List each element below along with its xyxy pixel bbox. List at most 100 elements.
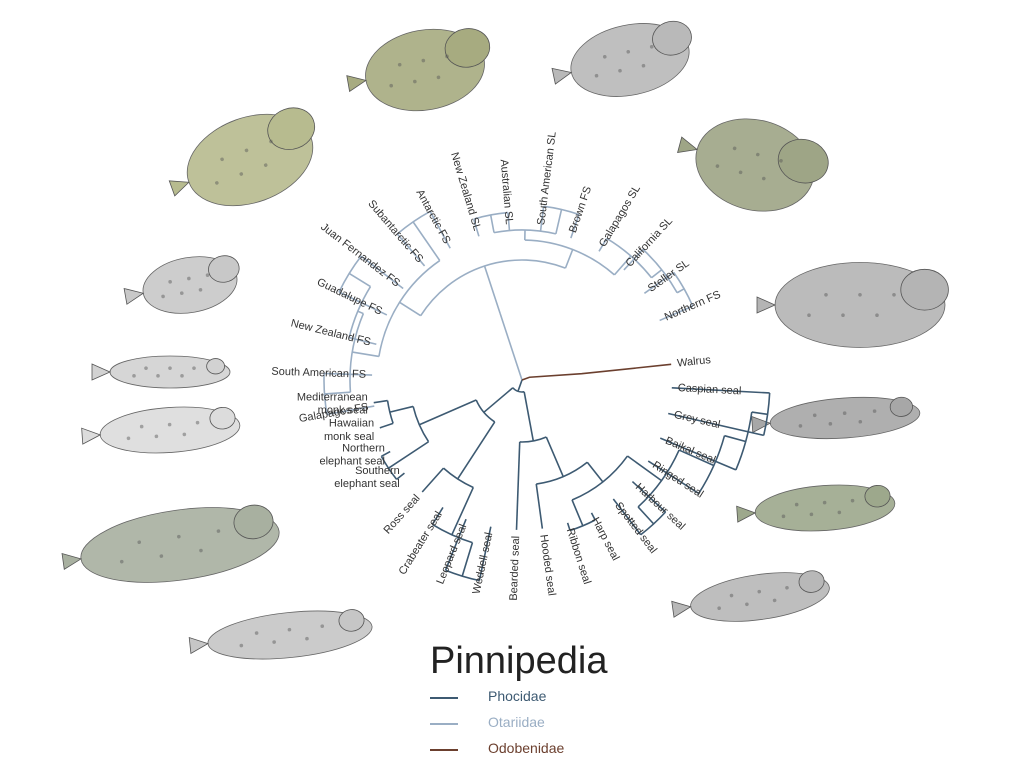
tree-arc	[569, 519, 596, 532]
tree-arc	[348, 286, 372, 338]
tree-arc	[442, 467, 474, 489]
grey-seal-illustration	[751, 396, 921, 440]
seal-illustrations	[61, 20, 949, 660]
tip-label: Australian SL	[498, 159, 515, 225]
tip-label: Southern elephant seal	[334, 465, 399, 490]
tip-label: Walrus	[677, 354, 712, 370]
tree-branch	[555, 209, 563, 235]
tip-label: Harp seal	[589, 515, 621, 562]
tree-branch	[478, 526, 492, 581]
walrus-pair-illustration	[756, 262, 949, 348]
tree-branch	[373, 399, 388, 404]
tree-branch	[421, 467, 445, 493]
tree-arc	[512, 387, 525, 393]
tip-label: Northern FS	[663, 289, 723, 324]
tree-branch	[612, 498, 642, 536]
tree-arc	[419, 259, 566, 317]
tip-label: Hooded seal	[537, 534, 557, 597]
monk-seal-pair-illustration	[81, 406, 241, 454]
fur-seal-pair-illustration	[346, 28, 491, 112]
tree-arc	[519, 436, 547, 443]
tip-label: Caspian seal	[677, 382, 741, 397]
tree-branch	[668, 412, 764, 437]
tree-branch	[357, 310, 364, 315]
tree-arc	[698, 435, 726, 494]
tip-label: Baikal seal	[664, 435, 718, 467]
tip-label: Brown FS	[567, 185, 594, 235]
tree-branch	[751, 411, 768, 416]
tree-branch	[676, 288, 685, 294]
tree-arc	[493, 229, 557, 235]
tree-branch	[381, 450, 391, 458]
tip-label: Ringed seal	[650, 459, 705, 500]
figure-title: Pinnipedia	[430, 640, 608, 682]
tip-label: Galapagos SL	[597, 183, 643, 249]
tree-branch	[379, 422, 394, 429]
tree-arc	[378, 259, 441, 357]
tree-arc	[536, 461, 588, 485]
legend-item-odobenidae: Odobenidae	[430, 740, 630, 760]
tree-branch	[444, 518, 467, 571]
harbour-seal-illustration	[671, 570, 830, 622]
legend-item-phocidae: Phocidae	[430, 688, 630, 708]
tree-branch	[545, 436, 564, 477]
tree-branch	[419, 399, 477, 426]
tree-arc	[412, 406, 430, 443]
tip-label: Mediterranean monk seal	[297, 391, 368, 416]
tip-label: Grey seal	[673, 409, 722, 431]
tree-branch	[517, 379, 523, 392]
tree-branch	[570, 214, 580, 239]
legend-item-otariidae: Otariidae	[430, 714, 630, 734]
tree-branch	[623, 248, 644, 271]
tree-branch	[598, 238, 608, 252]
tree-branch	[564, 249, 574, 269]
tip-label: Guadalupe FS	[315, 276, 384, 318]
tip-label: South American FS	[271, 366, 366, 381]
tip-label: Subantarctic FS	[365, 198, 425, 265]
tree-branch	[451, 487, 475, 536]
tree-branch	[352, 351, 380, 358]
tree-arc	[606, 237, 653, 279]
tip-label: Northern elephant seal	[319, 442, 384, 467]
tree-branch	[489, 214, 495, 233]
tree-branch	[348, 336, 377, 345]
tip-label: South American SL	[535, 131, 559, 226]
tree-branch	[461, 542, 474, 577]
tree-branch	[535, 483, 544, 529]
tip-label: Spotted seal	[612, 500, 659, 556]
tree-branch	[643, 271, 675, 294]
tree-branch	[647, 460, 700, 495]
striped-seal-illustration	[123, 255, 240, 314]
tree-branch	[360, 255, 404, 290]
ringed-seal-illustration	[736, 484, 896, 532]
tree-branch	[637, 506, 655, 525]
tip-label: Weddell seal	[471, 531, 496, 595]
tree-branch	[412, 221, 441, 262]
tree-branch	[338, 291, 388, 316]
tree-branch	[523, 391, 535, 442]
legend-swatch-phocidae	[430, 697, 458, 699]
tree-branch	[483, 265, 501, 314]
tree-branch	[659, 305, 694, 322]
tree-arc	[396, 210, 431, 235]
tip-label: New Zealand SL	[448, 151, 483, 232]
tree-arc	[637, 449, 680, 508]
tree-branches	[323, 205, 771, 582]
tree-branch	[399, 301, 422, 317]
tree-branch	[388, 441, 429, 469]
tip-label: Hawaiian monk seal	[324, 418, 374, 443]
tree-arc	[524, 239, 615, 276]
tree-arc	[349, 313, 365, 393]
walrus-branch	[521, 363, 672, 381]
fur-seal-pair-illustration	[168, 107, 316, 207]
tree-branch	[507, 212, 511, 231]
tree-branch	[456, 421, 496, 480]
tree-branch	[613, 255, 632, 276]
tree-branch	[631, 480, 667, 513]
sea-lion-illustration	[551, 20, 692, 97]
tree-branch	[586, 461, 604, 483]
tip-label: Ross seal	[382, 492, 423, 536]
tree-branch	[539, 206, 545, 232]
legend-swatch-odobenidae	[430, 749, 458, 751]
